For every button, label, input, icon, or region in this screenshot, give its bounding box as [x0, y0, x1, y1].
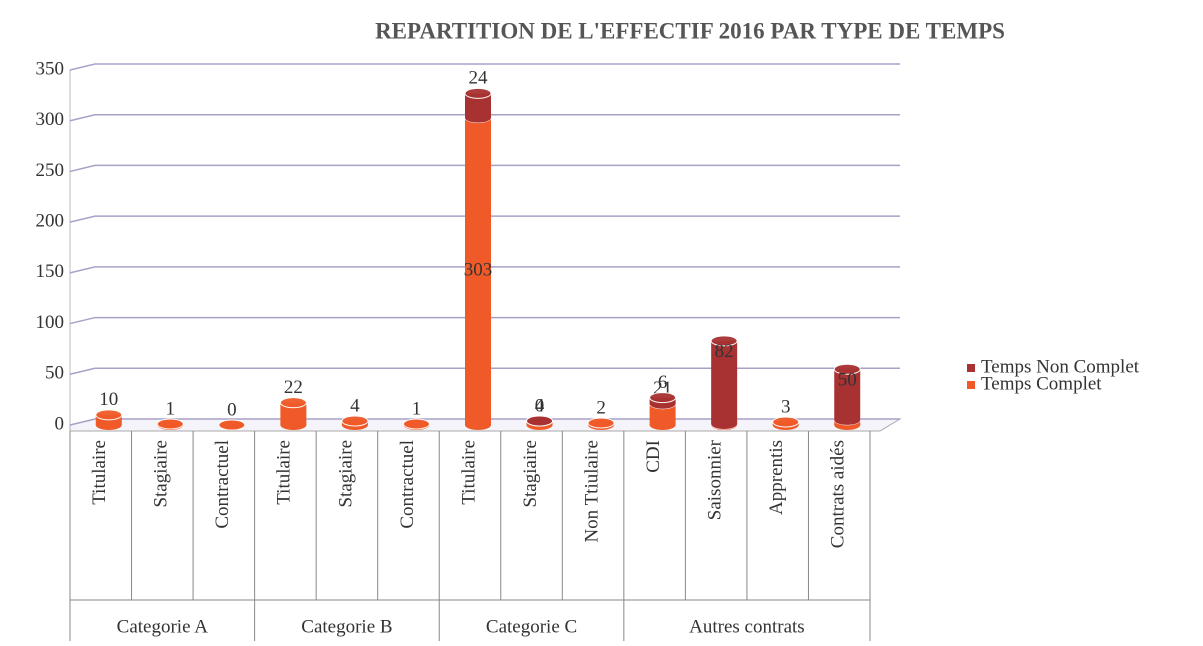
group-label: Categorie B — [301, 616, 392, 637]
x-tick-label: Stagiaire — [151, 440, 172, 508]
data-label: 1 — [412, 398, 422, 419]
bar-base — [465, 112, 491, 123]
bar — [280, 402, 307, 425]
bar-base — [711, 418, 738, 429]
x-tick-label: Contractuel — [397, 440, 418, 529]
data-label: 10 — [99, 389, 118, 410]
y-tick-label: 250 — [36, 160, 65, 181]
bar-base — [280, 420, 307, 430]
bar-cap — [279, 397, 307, 409]
legend-swatch — [967, 381, 975, 389]
x-tick-label: Non Ttiulaire — [581, 440, 602, 543]
group-label: Categorie C — [486, 616, 577, 637]
x-tick-label: Stagiaire — [520, 440, 541, 508]
legend-swatch — [967, 364, 975, 372]
data-label: 1 — [166, 398, 176, 419]
grid-line — [69, 113, 900, 122]
grid-line — [69, 418, 900, 426]
data-label: 3 — [781, 396, 791, 417]
x-tick-label: Titulaire — [458, 440, 479, 505]
grid-line — [69, 266, 900, 274]
bar — [649, 403, 676, 425]
x-tick-label: Apprentis — [766, 440, 787, 515]
bar-cap — [402, 418, 430, 430]
data-label: 0 — [227, 399, 237, 420]
chart-title: REPARTITION DE L'EFFECTIF 2016 PAR TYPE … — [375, 18, 1005, 43]
bar-base — [834, 414, 861, 425]
y-tick-label: 350 — [36, 58, 65, 79]
y-tick-label: 100 — [36, 312, 65, 333]
legend-label: Temps Complet — [981, 373, 1102, 394]
y-tick-label: 200 — [36, 211, 65, 232]
bar-cap — [710, 335, 738, 347]
bar-base — [465, 420, 491, 430]
grid-line — [69, 63, 900, 71]
data-label: 22 — [284, 377, 303, 398]
x-tick-label: Saisonnier — [705, 439, 726, 520]
grid-line — [69, 367, 900, 376]
bar-cap — [649, 392, 677, 404]
x-tick-label: Contractuel — [212, 440, 233, 529]
data-label: 24 — [469, 68, 489, 89]
y-tick-label: 150 — [36, 261, 65, 282]
bar — [711, 340, 738, 424]
bar-cap — [218, 419, 246, 431]
bar-cap — [772, 416, 800, 428]
bar — [834, 369, 861, 420]
data-label: 4 — [350, 395, 360, 416]
x-tick-label: CDI — [643, 440, 664, 473]
x-tick-label: Titulaire — [274, 440, 295, 505]
legend-label: Temps Non Complet — [981, 356, 1140, 377]
bar-cap — [341, 415, 369, 427]
x-tick-label: Titulaire — [89, 440, 110, 505]
y-tick-label: 50 — [45, 363, 64, 384]
bar-cap — [464, 87, 492, 99]
grid-line — [69, 215, 900, 223]
data-label: 4 — [535, 395, 545, 416]
bar-cap — [156, 418, 184, 430]
x-tick-label: Contrats aidés — [828, 440, 849, 548]
y-tick-label: 300 — [36, 109, 65, 130]
bar-cap — [833, 363, 861, 375]
bar — [465, 117, 491, 426]
bar-cap — [526, 415, 554, 427]
grid-line — [69, 316, 900, 325]
data-label: 50 — [838, 370, 857, 391]
data-label: 6 — [658, 372, 668, 393]
bar-cap — [587, 417, 615, 429]
bar-base — [95, 420, 122, 430]
x-tick-label: Stagiaire — [335, 440, 356, 508]
data-label: 303 — [464, 260, 493, 281]
group-label: Autres contrats — [689, 616, 805, 637]
bar-cap — [95, 409, 123, 421]
bar-base — [649, 420, 676, 430]
data-label: 82 — [715, 341, 734, 362]
data-label: 0 — [535, 395, 545, 416]
data-label: 2 — [596, 397, 606, 418]
y-tick-label: 0 — [55, 413, 65, 434]
group-label: Categorie A — [117, 616, 209, 637]
grid-line — [69, 164, 900, 173]
